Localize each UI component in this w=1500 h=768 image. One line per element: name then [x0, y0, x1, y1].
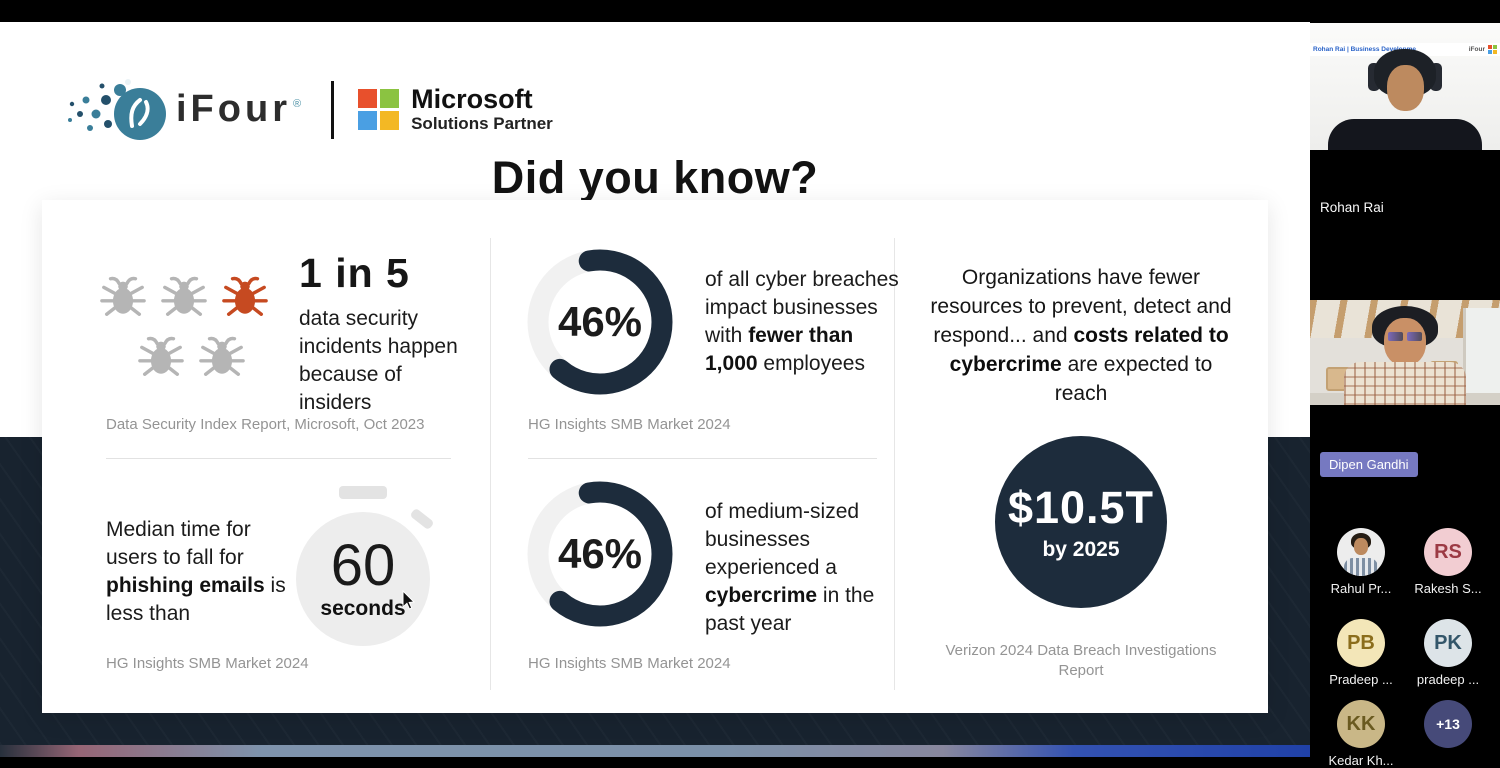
microsoft-partner-logo: Microsoft Solutions Partner: [358, 85, 553, 133]
video-tile-rohan[interactable]: Rohan Rai | Business Developme iFour: [1310, 23, 1500, 150]
phishing-seconds-value: 60: [330, 533, 396, 598]
person-shirt: [1328, 119, 1482, 150]
stats-card: 1 in 5 data security incidents happen be…: [42, 200, 1268, 713]
cost-amount: $10.5T: [1007, 482, 1155, 533]
phishing-source: HG Insights SMB Market 2024: [106, 655, 309, 672]
speaker-name-label: Rohan Rai: [1320, 200, 1384, 215]
microsoft-logo-icon: [1488, 45, 1497, 54]
participant-tile[interactable]: PB Pradeep ...: [1318, 619, 1404, 687]
section-divider: [528, 458, 877, 459]
insider-bug-pictogram: [100, 274, 300, 394]
participant-name-label: Kedar Kh...: [1328, 753, 1394, 768]
person-glasses: [1388, 332, 1422, 341]
cybercrime-stat-text: of medium-sized businesses experienced a…: [705, 500, 875, 635]
participant-initials-avatar: +13: [1424, 700, 1472, 748]
person-face: [1387, 65, 1424, 111]
participant-initials-avatar: KK: [1337, 700, 1385, 748]
microsoft-logo-icon: [358, 89, 400, 130]
phishing-stat-text: Median time for users to fall for phishi…: [106, 518, 286, 625]
bug-icon: [100, 274, 146, 318]
stopwatch-side-button: [409, 507, 435, 531]
video-banner-logos: iFour: [1469, 45, 1497, 54]
participant-tile[interactable]: PK pradeep ...: [1405, 619, 1491, 687]
insiders-headline: 1 in 5: [299, 250, 410, 296]
percent-label: 46%: [557, 530, 643, 577]
breaches-stat-text: of all cyber breaches impact businesses …: [705, 268, 899, 375]
registered-mark: ®: [292, 98, 306, 111]
ifour-logo-icon: [68, 78, 166, 140]
bug-icon: [222, 274, 268, 318]
presentation-slide: iFour ® Microsoft Solutions Partner Did y…: [0, 22, 1310, 757]
participant-initials-avatar: PB: [1337, 619, 1385, 667]
column-divider: [894, 238, 895, 690]
slide-bottom-gradient: [0, 745, 1310, 757]
participant-tile[interactable]: KK Kedar Kh...: [1318, 700, 1404, 768]
section-divider: [106, 458, 451, 459]
mouse-cursor-icon: [402, 590, 416, 610]
bug-icon: [161, 274, 207, 318]
participant-name-label: pradeep ...: [1416, 672, 1480, 687]
donut-chart-breaches: 46%: [520, 242, 680, 402]
bug-icon: [138, 334, 184, 378]
phishing-seconds-unit: seconds: [320, 597, 406, 620]
participant-name-badge: Dipen Gandhi: [1320, 452, 1418, 477]
cost-amount-circle: $10.5T by 2025: [995, 436, 1167, 608]
slide-header: iFour ® Microsoft Solutions Partner: [62, 72, 553, 147]
stopwatch-face: 60 seconds: [296, 512, 430, 646]
bug-icon: [199, 334, 245, 378]
stopwatch-graphic: 60 seconds: [296, 486, 435, 646]
cost-year: by 2025: [1042, 538, 1120, 561]
ifour-logo-text: iFour: [1468, 46, 1485, 53]
donut-chart-cybercrime: 46%: [520, 474, 680, 634]
slide-title: Did you know?: [491, 152, 819, 203]
participant-name-label: Pradeep ...: [1329, 672, 1393, 687]
person-face: [1354, 538, 1368, 555]
participant-name-label: Rahul Pr...: [1330, 581, 1392, 596]
solutions-partner-text: Solutions Partner: [411, 113, 553, 133]
participant-initials-avatar: RS: [1424, 528, 1472, 576]
participant-tile[interactable]: Rahul Pr...: [1318, 528, 1404, 596]
screen-share-region: iFour ® Microsoft Solutions Partner Did y…: [0, 22, 1310, 757]
participants-overflow-tile[interactable]: +13: [1405, 700, 1491, 748]
ifour-logo-text: iFour ®: [176, 88, 306, 130]
participants-sidebar: Rohan Rai | Business Developme iFour Roh…: [1310, 0, 1500, 768]
stopwatch-button: [339, 486, 387, 499]
person-face: [1384, 318, 1426, 366]
costs-source: Verizon 2024 Data Breach Investigations …: [945, 642, 1217, 680]
video-tile-dipen[interactable]: [1310, 300, 1500, 405]
participant-tile[interactable]: RS Rakesh S...: [1405, 528, 1491, 596]
video-banner-text: Rohan Rai | Business Developme: [1313, 46, 1416, 53]
column-divider: [490, 238, 491, 690]
costs-stat-text: Organizations have fewer resources to pr…: [930, 266, 1232, 405]
person-shirt: [1344, 362, 1466, 405]
participant-initials-avatar: PK: [1424, 619, 1472, 667]
room-window: [1463, 308, 1500, 405]
logo-divider: [331, 80, 335, 139]
breaches-source: HG Insights SMB Market 2024: [528, 416, 731, 433]
participant-photo-avatar: [1337, 528, 1385, 576]
insiders-desc: data security incidents happen because o…: [299, 307, 458, 414]
participant-name-label: Rakesh S...: [1414, 581, 1482, 596]
cybercrime-source: HG Insights SMB Market 2024: [528, 655, 731, 672]
person-shirt: [1344, 558, 1378, 576]
insiders-stat: 1 in 5 data security incidents happen be…: [299, 250, 474, 417]
microsoft-logo-text: Microsoft: [411, 84, 533, 115]
insiders-source: Data Security Index Report, Microsoft, O…: [106, 416, 425, 433]
percent-label: 46%: [557, 298, 643, 345]
